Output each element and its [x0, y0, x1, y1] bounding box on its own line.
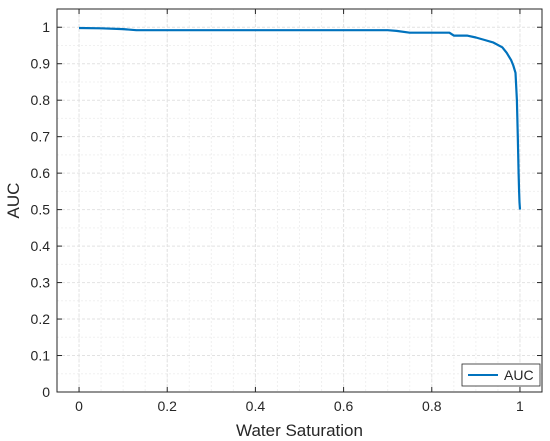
x-tick-label: 1	[516, 398, 524, 414]
legend: AUC	[461, 363, 541, 387]
x-axis-label: Water Saturation	[236, 421, 363, 440]
y-tick-label: 0.8	[31, 92, 51, 108]
x-tick-label: 0.6	[334, 398, 354, 414]
axes-box	[56, 8, 543, 393]
ticks	[57, 9, 542, 393]
x-tick-label: 0.4	[246, 398, 266, 414]
legend-box	[461, 363, 541, 387]
y-tick-label: 0	[42, 384, 50, 400]
y-axis-label: AUC	[4, 183, 23, 219]
y-tick-label: 0.2	[31, 311, 51, 327]
series-layer	[78, 26, 522, 210]
tick-labels: 0 0.2 0.4 0.6 0.8 1 0 0.1 0.2 0.3 0.4 0.5 0.6 0.7 0.8 0…	[31, 19, 525, 414]
y-tick-label: 0.7	[31, 129, 51, 145]
x-tick-label: 0.2	[157, 398, 177, 414]
y-tick-label: 0.5	[31, 202, 51, 218]
legend-label-auc: AUC	[504, 367, 534, 383]
y-tick-label: 0.4	[31, 238, 51, 254]
y-tick-label: 0.3	[31, 275, 51, 291]
y-tick-label: 1	[42, 19, 50, 35]
y-tick-label: 0.6	[31, 165, 51, 181]
x-tick-label: 0.8	[422, 398, 442, 414]
y-tick-label: 0.1	[31, 348, 51, 364]
grid	[57, 8, 542, 393]
x-tick-label: 0	[75, 398, 83, 414]
series-line-auc	[78, 26, 522, 210]
y-tick-label: 0.9	[31, 56, 51, 72]
